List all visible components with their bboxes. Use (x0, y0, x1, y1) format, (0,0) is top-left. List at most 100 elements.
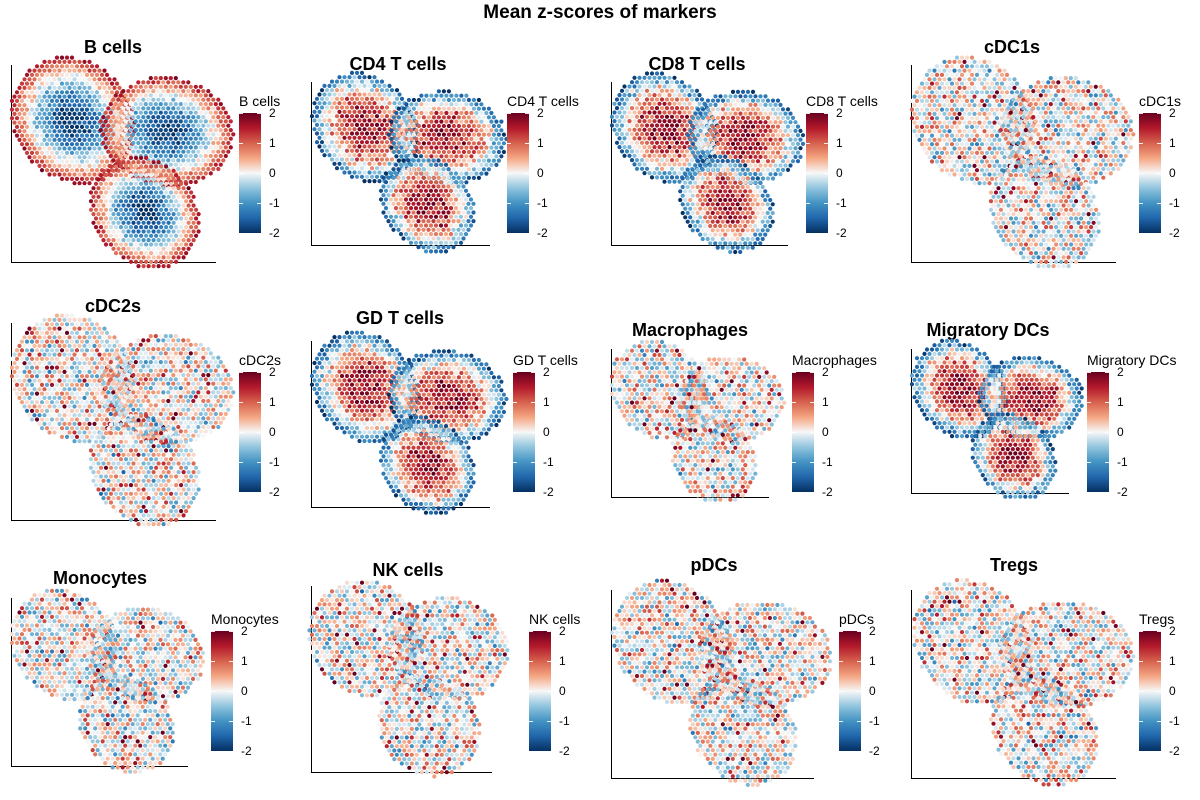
spot-region-1 (652, 101, 657, 106)
spot-region-2 (1063, 93, 1068, 98)
spot-region-2 (429, 102, 434, 107)
spot-region-3 (421, 210, 426, 215)
plot-axes (309, 70, 509, 254)
spot-region-3 (139, 199, 144, 204)
spot-region-2 (1058, 136, 1063, 141)
spot-region-2 (1091, 115, 1096, 120)
spot-region-2 (146, 149, 151, 154)
spot-region-2 (1046, 140, 1051, 146)
spot-region-2 (1091, 106, 1096, 111)
spot-region-2 (429, 145, 434, 150)
spot-region-3 (126, 220, 131, 225)
spot-region-2 (763, 154, 768, 159)
spot-region-3 (128, 164, 134, 169)
spot-region-2 (1053, 93, 1058, 98)
spot-region-1 (367, 170, 372, 175)
spot-region-2 (391, 123, 396, 129)
spot-region-1 (1007, 77, 1012, 82)
spot-region-3 (718, 232, 723, 237)
spot-region-1 (364, 96, 370, 101)
spot-region-3 (123, 190, 129, 195)
spot-region-2 (208, 145, 213, 150)
spot-region-1 (689, 88, 695, 93)
spot-region-2 (464, 136, 469, 142)
spot-region-2 (128, 110, 133, 115)
spot-region-3 (169, 259, 174, 264)
spot-region-2 (690, 141, 696, 146)
spot-region-1 (379, 166, 385, 171)
spot-region-3 (768, 223, 773, 229)
spot-region-1 (964, 150, 970, 155)
spot-region-2 (178, 110, 183, 115)
spot-region-2 (188, 110, 193, 115)
spot-region-2 (486, 167, 491, 172)
spot-region-3 (466, 227, 471, 232)
spot-region-1 (87, 129, 92, 134)
spot-region-3 (121, 194, 126, 199)
spot-region-1 (677, 127, 682, 132)
spot-region-1 (984, 150, 990, 155)
spot-region-2 (113, 145, 118, 150)
spot-region-2 (1026, 97, 1031, 102)
spot-region-1 (984, 107, 990, 112)
spot-region-3 (166, 203, 171, 208)
spot-region-3 (156, 177, 161, 182)
spot-region-3 (446, 227, 451, 232)
spot-region-1 (12, 120, 17, 125)
spot-region-3 (401, 167, 406, 172)
spot-region-1 (312, 109, 317, 114)
spot-region-1 (974, 124, 980, 129)
spot-region-1 (649, 106, 655, 111)
spot-region-3 (141, 264, 146, 269)
spot-region-2 (136, 123, 141, 128)
spot-region-1 (54, 98, 60, 103)
spot-region-1 (629, 158, 635, 163)
spot-region-1 (994, 98, 1000, 103)
spot-region-2 (1086, 115, 1091, 120)
spot-region-2 (146, 140, 151, 146)
spot-region-2 (193, 136, 198, 141)
spot-region-1 (652, 153, 657, 158)
spot-region-2 (146, 89, 151, 94)
spot-region-3 (728, 163, 733, 168)
spot-region-1 (374, 105, 380, 110)
spot-region-1 (939, 90, 945, 95)
spot-region-1 (649, 175, 655, 180)
spot-region-1 (674, 97, 680, 102)
spot-region-3 (151, 229, 156, 234)
spot-region-2 (191, 166, 196, 172)
spot-region-1 (42, 103, 47, 108)
spot-region-1 (352, 153, 357, 158)
spot-region-2 (788, 120, 793, 125)
spot-region-2 (765, 150, 771, 155)
spot-region-3 (695, 184, 700, 190)
spot-region-2 (471, 123, 476, 129)
spot-region-3 (139, 207, 144, 212)
spot-region-3 (728, 232, 733, 237)
spot-region-3 (725, 176, 730, 181)
spot-region-2 (763, 137, 768, 142)
spot-region-1 (352, 92, 357, 97)
spot-region-1 (954, 81, 960, 86)
spot-region-1 (637, 84, 642, 89)
spot-region-1 (954, 124, 960, 129)
spot-region-3 (91, 186, 96, 191)
spot-region-1 (692, 93, 697, 98)
spot-region-2 (153, 128, 158, 133)
colorbar-tick-label: 2 (269, 106, 276, 120)
spot-region-1 (642, 162, 647, 167)
spot-region-3 (471, 210, 476, 215)
spot-region-1 (934, 116, 940, 121)
spot-region-2 (1068, 128, 1073, 133)
spot-region-1 (944, 72, 950, 77)
spot-region-3 (738, 232, 743, 237)
spot-region-2 (800, 133, 806, 138)
spot-region-3 (101, 203, 106, 208)
spot-region-3 (451, 193, 456, 198)
spot-region-2 (136, 106, 141, 111)
spot-region-3 (695, 158, 700, 164)
spot-region-1 (652, 171, 657, 176)
spot-region-3 (713, 154, 718, 159)
spot-region-1 (987, 111, 992, 116)
spot-region-2 (394, 110, 399, 116)
